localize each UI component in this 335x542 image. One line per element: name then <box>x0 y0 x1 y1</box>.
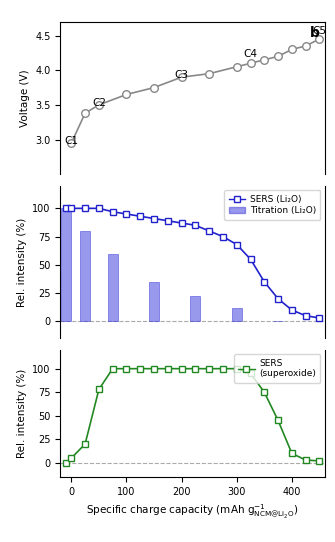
Y-axis label: Rel. intensity (%): Rel. intensity (%) <box>17 217 27 307</box>
Point <box>248 59 253 68</box>
Point <box>303 42 308 50</box>
Text: C3: C3 <box>175 70 189 80</box>
Point <box>206 69 212 78</box>
Text: C2: C2 <box>92 98 106 108</box>
Text: C4: C4 <box>244 49 258 59</box>
Bar <box>232 308 242 321</box>
Text: C5: C5 <box>313 25 326 36</box>
Text: b: b <box>310 26 320 40</box>
Point <box>275 52 281 61</box>
Point <box>234 62 240 71</box>
Y-axis label: Rel. intensity (%): Rel. intensity (%) <box>17 369 27 458</box>
Legend: SERS
(superoxide): SERS (superoxide) <box>234 354 321 383</box>
Bar <box>190 296 200 321</box>
Y-axis label: Voltage (V): Voltage (V) <box>20 69 29 127</box>
Text: C1: C1 <box>64 137 78 146</box>
Bar <box>61 208 71 321</box>
Point <box>289 45 294 54</box>
X-axis label: Specific charge capacity (mAh $\mathregular{g_{NCM@Li_2O}^{-1}}$): Specific charge capacity (mAh $\mathregu… <box>86 502 299 520</box>
Bar <box>80 231 90 321</box>
Point <box>317 35 322 43</box>
Legend: SERS (Li₂O), Titration (Li₂O): SERS (Li₂O), Titration (Li₂O) <box>224 190 321 220</box>
Point <box>82 109 88 118</box>
Point <box>179 73 184 81</box>
Point <box>96 101 102 109</box>
Point <box>69 139 74 147</box>
Point <box>124 90 129 99</box>
Point <box>151 83 157 92</box>
Bar <box>149 282 159 321</box>
Point <box>262 55 267 64</box>
Bar <box>108 254 118 321</box>
